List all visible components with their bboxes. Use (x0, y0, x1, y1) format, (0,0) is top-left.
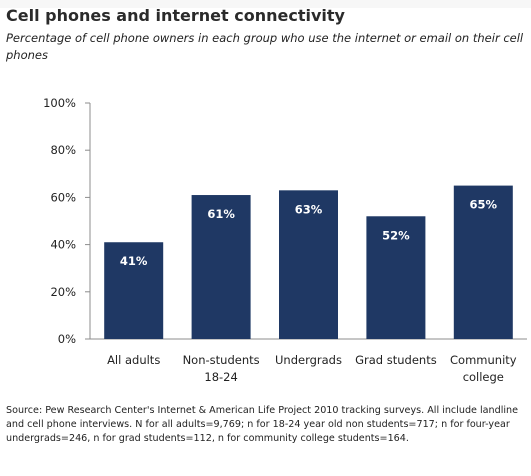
bar-data-label: 41% (120, 254, 148, 268)
chart-subtitle: Percentage of cell phone owners in each … (6, 31, 524, 62)
source-note: Source: Pew Research Center's Internet &… (6, 405, 519, 444)
y-tick-label: 20% (50, 285, 76, 299)
bar-data-label: 61% (207, 207, 235, 221)
y-tick-label: 100% (43, 96, 76, 110)
y-tick-label: 0% (58, 332, 76, 346)
chart-title: Cell phones and internet connectivity (6, 6, 345, 25)
bar (191, 195, 251, 339)
bar-data-label: 52% (382, 228, 410, 242)
bar (104, 242, 164, 339)
bar-chart: 0% 20% 40% 60% 80% 100% 41% All adults 61% Non-st… (43, 96, 527, 384)
y-tick-label: 40% (50, 238, 76, 252)
bar-data-label: 65% (470, 198, 498, 212)
x-category-label: Undergrads (275, 353, 342, 367)
x-category-label: Community (450, 353, 517, 367)
x-category-label: Grad students (355, 353, 437, 367)
bar (279, 190, 338, 339)
bar (453, 185, 513, 339)
x-category-label: 18-24 (204, 370, 237, 384)
bar (366, 216, 426, 339)
x-category-label: Non-students (183, 353, 260, 367)
y-tick-label: 60% (50, 190, 76, 204)
x-category-label: college (463, 370, 504, 384)
top-band (0, 0, 531, 8)
bar-data-label: 63% (295, 202, 323, 216)
x-category-label: All adults (107, 353, 160, 367)
y-tick-label: 80% (50, 143, 76, 157)
